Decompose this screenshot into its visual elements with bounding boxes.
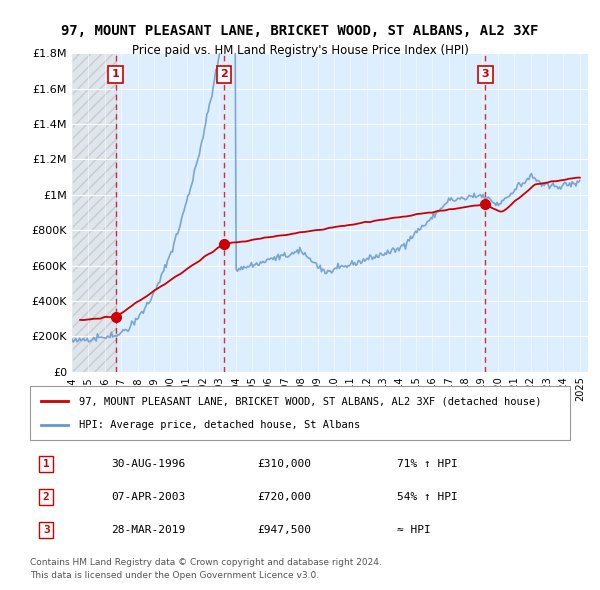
Text: 1: 1 [112,70,119,79]
Text: £947,500: £947,500 [257,525,311,535]
Text: Contains HM Land Registry data © Crown copyright and database right 2024.: Contains HM Land Registry data © Crown c… [30,558,382,566]
Text: 3: 3 [43,525,50,535]
Text: 30-AUG-1996: 30-AUG-1996 [111,459,185,469]
Text: This data is licensed under the Open Government Licence v3.0.: This data is licensed under the Open Gov… [30,571,319,580]
Text: 2: 2 [220,70,228,79]
Text: 07-APR-2003: 07-APR-2003 [111,492,185,502]
Text: ≈ HPI: ≈ HPI [397,525,431,535]
Text: 71% ↑ HPI: 71% ↑ HPI [397,459,458,469]
Text: Price paid vs. HM Land Registry's House Price Index (HPI): Price paid vs. HM Land Registry's House … [131,44,469,57]
FancyBboxPatch shape [30,386,570,440]
Text: 97, MOUNT PLEASANT LANE, BRICKET WOOD, ST ALBANS, AL2 3XF: 97, MOUNT PLEASANT LANE, BRICKET WOOD, S… [61,24,539,38]
Text: 1: 1 [43,459,50,469]
Text: 3: 3 [482,70,489,79]
Text: HPI: Average price, detached house, St Albans: HPI: Average price, detached house, St A… [79,419,360,430]
Text: 28-MAR-2019: 28-MAR-2019 [111,525,185,535]
Text: £310,000: £310,000 [257,459,311,469]
Text: 97, MOUNT PLEASANT LANE, BRICKET WOOD, ST ALBANS, AL2 3XF (detached house): 97, MOUNT PLEASANT LANE, BRICKET WOOD, S… [79,396,541,407]
Text: £720,000: £720,000 [257,492,311,502]
Bar [72,53,116,372]
Text: 54% ↑ HPI: 54% ↑ HPI [397,492,458,502]
Text: 2: 2 [43,492,50,502]
